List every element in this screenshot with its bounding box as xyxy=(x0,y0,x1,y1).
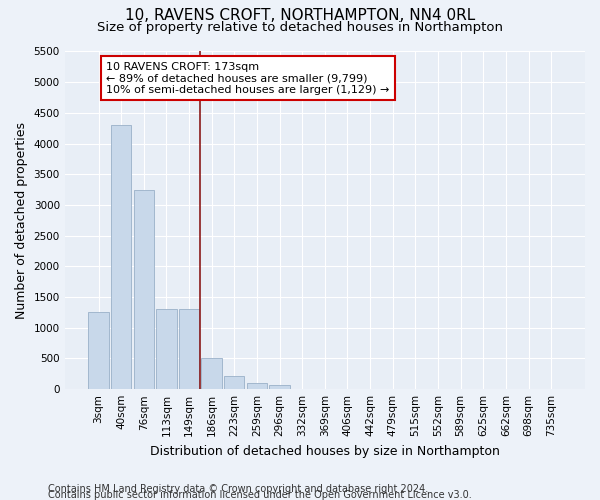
Bar xyxy=(247,383,267,389)
Bar xyxy=(179,310,199,389)
Text: 10 RAVENS CROFT: 173sqm
← 89% of detached houses are smaller (9,799)
10% of semi: 10 RAVENS CROFT: 173sqm ← 89% of detache… xyxy=(106,62,389,95)
Text: Contains public sector information licensed under the Open Government Licence v3: Contains public sector information licen… xyxy=(48,490,472,500)
Bar xyxy=(111,125,131,389)
X-axis label: Distribution of detached houses by size in Northampton: Distribution of detached houses by size … xyxy=(150,444,500,458)
Text: 10, RAVENS CROFT, NORTHAMPTON, NN4 0RL: 10, RAVENS CROFT, NORTHAMPTON, NN4 0RL xyxy=(125,8,475,22)
Bar xyxy=(202,358,222,389)
Y-axis label: Number of detached properties: Number of detached properties xyxy=(15,122,28,319)
Bar xyxy=(224,376,244,389)
Text: Contains HM Land Registry data © Crown copyright and database right 2024.: Contains HM Land Registry data © Crown c… xyxy=(48,484,428,494)
Bar xyxy=(134,190,154,389)
Bar xyxy=(269,385,290,389)
Bar xyxy=(88,312,109,389)
Bar xyxy=(156,310,176,389)
Text: Size of property relative to detached houses in Northampton: Size of property relative to detached ho… xyxy=(97,21,503,34)
